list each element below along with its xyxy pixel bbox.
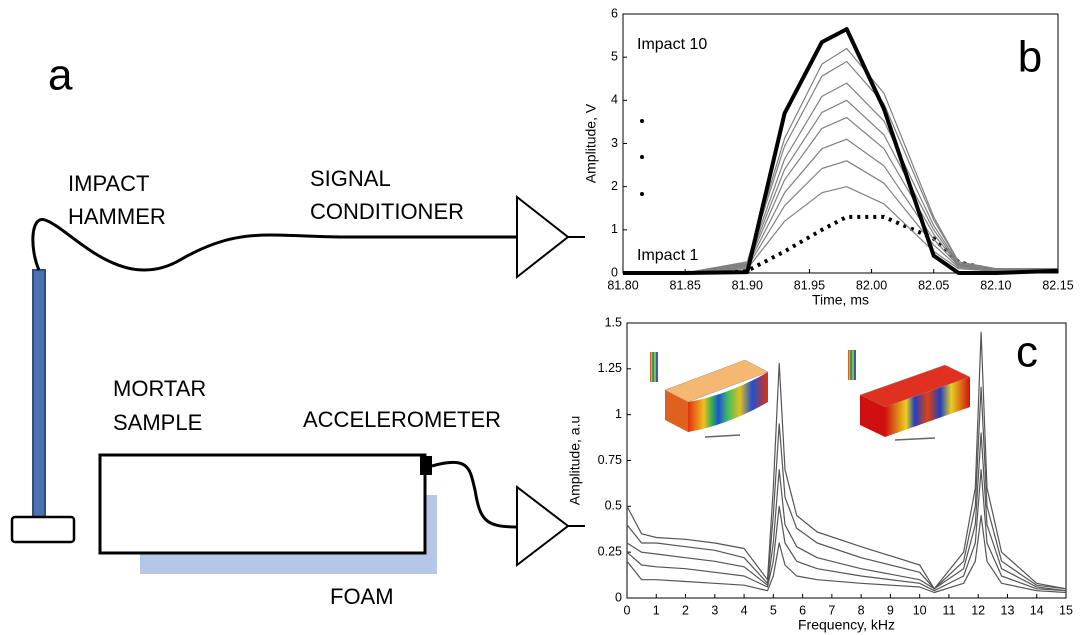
x-tick-label: 82.10 xyxy=(980,278,1011,292)
y-tick-label: 2 xyxy=(611,179,618,193)
y-tick-label: 1 xyxy=(615,407,622,421)
ellipsis-dot xyxy=(640,155,644,159)
figure: a IMPACT HAMMER SIGNAL CONDITIONER MORTA… xyxy=(0,0,1086,635)
x-tick-label: 6 xyxy=(799,603,806,617)
x-axis-label: Time, ms xyxy=(812,292,869,308)
hammer-head xyxy=(12,517,74,542)
y-tick-label: 0.25 xyxy=(598,544,622,558)
x-tick-label: 13 xyxy=(1001,603,1015,617)
mode-inset xyxy=(848,350,970,440)
ellipsis-dot xyxy=(640,192,644,196)
mode-inset xyxy=(650,352,768,437)
x-tick-label: 81.80 xyxy=(607,278,638,292)
y-tick-label: 6 xyxy=(611,6,618,20)
x-tick-label: 2 xyxy=(682,603,689,617)
label: HAMMER xyxy=(68,204,166,229)
x-tick-label: 4 xyxy=(741,603,748,617)
x-tick-label: 8 xyxy=(858,603,865,617)
y-tick-label: 0.75 xyxy=(598,453,622,467)
x-tick-label: 3 xyxy=(711,603,718,617)
data-line xyxy=(623,217,1058,273)
label: FOAM xyxy=(330,584,394,609)
y-axis-label: Amplitude, V xyxy=(583,103,599,183)
data-line xyxy=(627,332,1066,589)
data-line xyxy=(627,433,1066,591)
y-tick-label: 3 xyxy=(611,136,618,150)
sensor-cable xyxy=(432,462,517,527)
y-tick-label: 0 xyxy=(611,265,618,279)
x-tick-label: 7 xyxy=(828,603,835,617)
y-tick-label: 4 xyxy=(611,93,618,107)
panel-label: b xyxy=(1018,33,1042,82)
ellipsis-dot xyxy=(640,119,644,123)
label: ACCELEROMETER xyxy=(303,407,501,432)
label: IMPACT xyxy=(68,171,149,196)
y-tick-label: 5 xyxy=(611,49,618,63)
amplifier xyxy=(517,197,585,277)
x-tick-label: 81.95 xyxy=(794,278,825,292)
panel-label: a xyxy=(48,51,73,100)
x-tick-label: 15 xyxy=(1059,603,1073,617)
x-tick-label: 1 xyxy=(653,603,660,617)
data-line xyxy=(627,470,1066,591)
x-tick-label: 82.15 xyxy=(1042,278,1073,292)
x-tick-label: 12 xyxy=(971,603,985,617)
y-axis-label: Amplitude, a.u xyxy=(567,416,583,506)
x-tick-label: 11 xyxy=(942,603,955,617)
x-tick-label: 0 xyxy=(624,603,631,617)
data-line xyxy=(623,62,1058,274)
x-tick-label: 82.00 xyxy=(856,278,887,292)
annotation: Impact 1 xyxy=(637,247,698,264)
x-tick-label: 14 xyxy=(1030,603,1044,617)
data-line xyxy=(623,83,1058,273)
accelerometer xyxy=(420,456,432,475)
y-tick-label: 0 xyxy=(615,590,622,604)
y-tick-label: 1.5 xyxy=(605,315,622,329)
x-tick-label: 9 xyxy=(887,603,894,617)
mortar-sample xyxy=(100,455,425,553)
x-tick-label: 10 xyxy=(913,603,927,617)
annotation: Impact 10 xyxy=(637,36,707,53)
label: SIGNAL xyxy=(310,166,391,191)
data-line xyxy=(623,49,1058,274)
label: CONDITIONER xyxy=(310,199,464,224)
y-tick-label: 0.5 xyxy=(605,499,622,513)
x-tick-label: 81.85 xyxy=(670,278,701,292)
panel-label: c xyxy=(1016,328,1038,377)
x-axis-label: Frequency, kHz xyxy=(798,617,895,633)
y-tick-label: 1 xyxy=(611,222,618,236)
x-tick-label: 5 xyxy=(770,603,777,617)
label: MORTAR xyxy=(113,376,206,401)
x-tick-label: 81.90 xyxy=(732,278,763,292)
label: SAMPLE xyxy=(113,410,202,435)
x-tick-label: 82.05 xyxy=(918,278,949,292)
y-tick-label: 1.25 xyxy=(598,361,622,375)
hammer-handle xyxy=(33,270,45,518)
